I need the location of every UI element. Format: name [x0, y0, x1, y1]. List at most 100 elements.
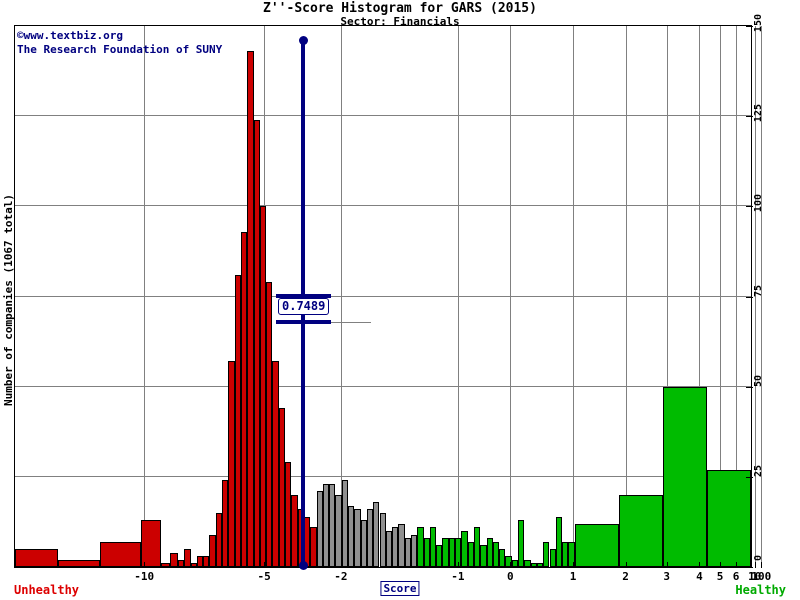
- x-tick-label: 3: [663, 570, 671, 583]
- x-tick-label: 2: [622, 570, 629, 583]
- x-tick-mark: [625, 562, 627, 568]
- y-tick-mark: [746, 26, 753, 27]
- y-tick-mark: [746, 116, 753, 118]
- marker-top-dot: [298, 36, 308, 45]
- gridline-vertical: [761, 26, 763, 567]
- x-tick-mark: [510, 562, 512, 568]
- y-axis-label: Number of companies (1067 total): [2, 194, 15, 406]
- histogram-bar: [266, 282, 273, 567]
- histogram-bar: [492, 541, 500, 567]
- histogram-bar: [618, 494, 663, 567]
- marker-bottom-dot: [298, 561, 308, 570]
- x-tick-label: 1: [569, 570, 577, 583]
- histogram-bar: [555, 516, 563, 567]
- x-tick-label: 4: [696, 570, 703, 583]
- histogram-bar: [467, 541, 474, 567]
- histogram-bar: [530, 563, 537, 567]
- histogram-bar: [190, 563, 197, 567]
- histogram-bar: [473, 527, 481, 567]
- watermark-text: ©www.textbiz.org The Research Foundation …: [17, 29, 222, 57]
- histogram-bar: [429, 527, 437, 567]
- histogram-bar: [436, 545, 443, 567]
- histogram-bar: [203, 556, 210, 567]
- histogram-bar: [448, 538, 456, 567]
- histogram-bar: [461, 530, 468, 567]
- histogram-bar: [322, 484, 330, 567]
- histogram-bar: [234, 274, 241, 567]
- histogram-bar: [329, 484, 336, 567]
- histogram-bar: [423, 538, 430, 567]
- x-tick-label: 6: [732, 570, 740, 583]
- y-tick-label: 125: [753, 104, 764, 123]
- histogram-bar: [536, 563, 544, 567]
- histogram-bar: [100, 541, 141, 567]
- marker-value-label[interactable]: 0.7489: [278, 298, 330, 315]
- x-tick-label: -2: [334, 570, 348, 583]
- histogram-bar: [348, 505, 355, 567]
- histogram-bar: [373, 502, 380, 567]
- histogram-bar: [574, 523, 619, 567]
- histogram-bar: [228, 361, 235, 567]
- gridline-horizontal: [15, 475, 751, 477]
- histogram-bar: [272, 361, 279, 567]
- gridline-horizontal: [15, 385, 751, 387]
- histogram-bar: [215, 512, 223, 567]
- histogram-bar: [354, 509, 361, 567]
- histogram-bar: [310, 527, 317, 567]
- y-tick-label: 0: [753, 555, 764, 562]
- histogram-bar: [160, 563, 171, 567]
- x-tick-mark: [699, 562, 701, 568]
- marker-whisker: [276, 294, 331, 298]
- histogram-bar: [360, 520, 367, 567]
- histogram-bar: [184, 548, 191, 567]
- x-tick-label: -1: [451, 570, 465, 583]
- histogram-bar: [58, 559, 101, 567]
- histogram-bar: [15, 548, 59, 567]
- y-tick-label: 150: [753, 14, 764, 33]
- x-tick-label: 0: [507, 570, 514, 583]
- histogram-bar: [178, 559, 185, 567]
- histogram-bar: [505, 556, 512, 567]
- histogram-bar: [568, 541, 575, 567]
- histogram-bar: [209, 534, 216, 567]
- y-tick-label: 50: [753, 374, 764, 387]
- gridline-horizontal: [15, 115, 751, 117]
- gridline-vertical: [510, 26, 512, 567]
- histogram-bar: [278, 408, 286, 567]
- watermark-line-1: ©www.textbiz.org: [17, 29, 123, 42]
- y-tick-mark: [746, 386, 753, 388]
- histogram-bar: [316, 491, 323, 567]
- histogram-bar: [398, 523, 405, 567]
- histogram-bar: [335, 494, 342, 567]
- y-tick-label: 25: [753, 464, 764, 477]
- x-tick-mark: [754, 562, 756, 568]
- plot-area: 0.7489: [14, 25, 763, 570]
- gridline-vertical: [720, 26, 722, 567]
- histogram-bar: [259, 206, 267, 567]
- histogram-bar: [247, 51, 254, 567]
- histogram-bar: [379, 512, 386, 567]
- histogram-bar: [253, 119, 260, 567]
- healthy-label: Healthy: [735, 583, 786, 597]
- x-tick-mark: [144, 562, 146, 568]
- histogram-bar: [170, 552, 178, 567]
- gridline-horizontal: [15, 295, 751, 297]
- histogram-bar: [410, 534, 418, 567]
- histogram-bar: [549, 548, 556, 567]
- histogram-bar: [392, 527, 399, 567]
- histogram-bar: [140, 520, 161, 567]
- x-tick-label: -10: [134, 570, 155, 583]
- x-tick-mark: [573, 562, 575, 568]
- histogram-bar: [442, 538, 449, 567]
- gridline-vertical: [144, 26, 146, 567]
- y-tick-mark: [746, 206, 753, 208]
- gridline-vertical: [666, 26, 668, 567]
- histogram-bar: [240, 231, 248, 567]
- histogram-bar: [524, 559, 531, 567]
- histogram-bar: [562, 541, 569, 567]
- histogram-bar: [291, 494, 298, 567]
- gridline-vertical: [625, 26, 627, 567]
- x-axis-label: Score: [380, 581, 420, 596]
- x-tick-label: 5: [716, 570, 724, 583]
- x-tick-mark: [457, 562, 459, 568]
